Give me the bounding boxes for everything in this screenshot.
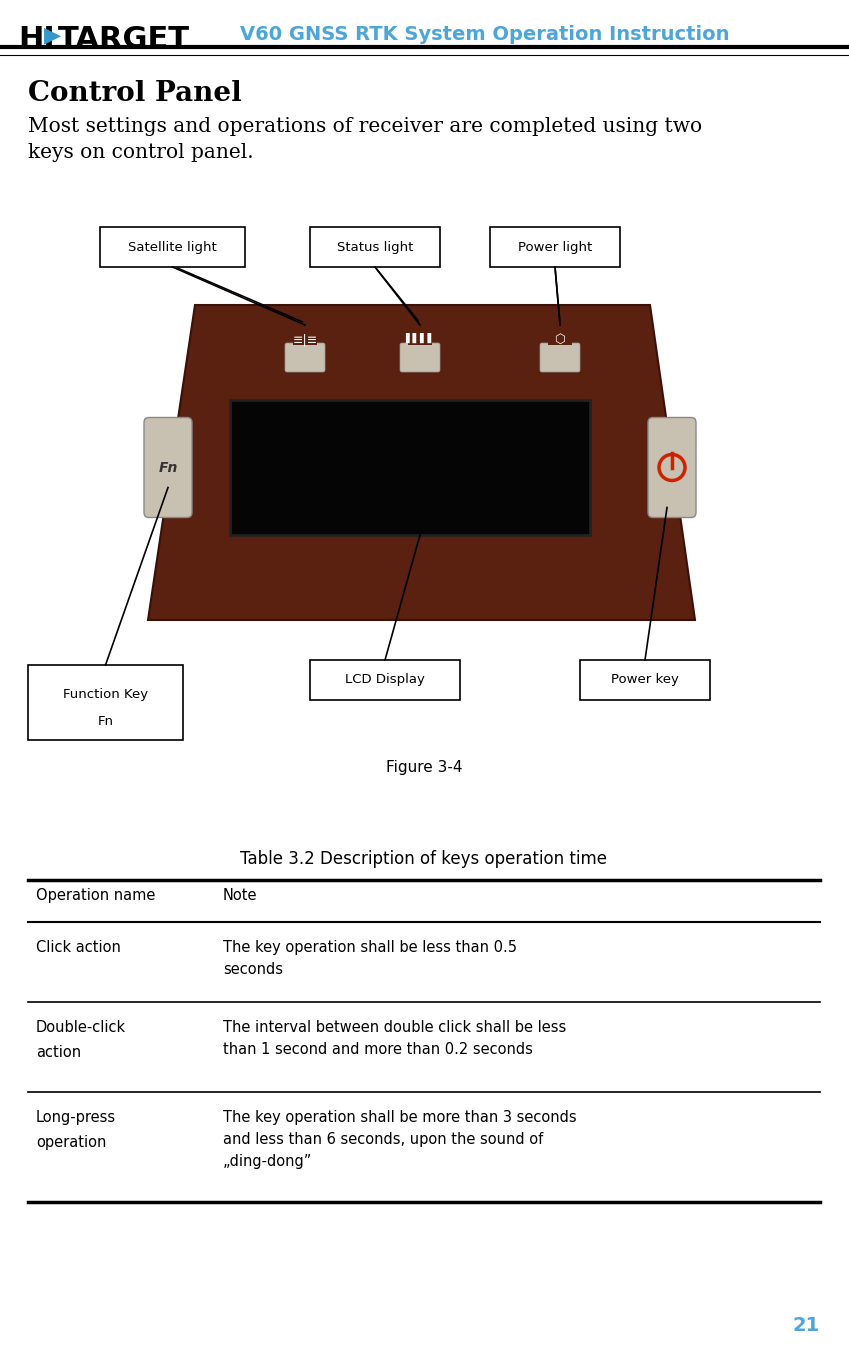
FancyBboxPatch shape <box>408 328 432 345</box>
Text: LCD Display: LCD Display <box>345 673 425 687</box>
Text: Power light: Power light <box>518 240 592 254</box>
FancyBboxPatch shape <box>230 400 590 535</box>
FancyBboxPatch shape <box>548 328 572 345</box>
FancyBboxPatch shape <box>310 661 460 700</box>
Polygon shape <box>148 304 695 620</box>
FancyBboxPatch shape <box>285 343 325 373</box>
Text: TARGET: TARGET <box>58 25 190 55</box>
Text: HI: HI <box>18 25 54 55</box>
FancyBboxPatch shape <box>144 418 192 517</box>
Text: Click action: Click action <box>36 940 121 955</box>
Text: Table 3.2 Description of keys operation time: Table 3.2 Description of keys operation … <box>240 850 608 868</box>
Text: Note: Note <box>223 889 257 904</box>
FancyBboxPatch shape <box>648 418 696 517</box>
Text: 21: 21 <box>793 1316 820 1335</box>
Text: Power key: Power key <box>611 673 679 687</box>
Text: Control Panel: Control Panel <box>28 81 242 106</box>
Text: Double-click
action: Double-click action <box>36 1020 127 1059</box>
FancyBboxPatch shape <box>490 227 620 268</box>
Text: Figure 3-4: Figure 3-4 <box>385 760 462 775</box>
Text: Fn: Fn <box>98 715 114 728</box>
Text: Long-press
operation: Long-press operation <box>36 1110 116 1149</box>
Text: The key operation shall be more than 3 seconds
and less than 6 seconds, upon the: The key operation shall be more than 3 s… <box>223 1110 576 1170</box>
Text: The key operation shall be less than 0.5
seconds: The key operation shall be less than 0.5… <box>223 940 517 977</box>
Text: The interval between double click shall be less
than 1 second and more than 0.2 : The interval between double click shall … <box>223 1020 566 1058</box>
Text: Most settings and operations of receiver are completed using two
keys on control: Most settings and operations of receiver… <box>28 117 702 162</box>
FancyBboxPatch shape <box>400 343 440 373</box>
Text: Satellite light: Satellite light <box>128 240 216 254</box>
Text: ≡|≡: ≡|≡ <box>292 333 318 345</box>
Text: ▶: ▶ <box>44 25 61 45</box>
Text: Fn: Fn <box>158 460 177 475</box>
Text: Status light: Status light <box>337 240 413 254</box>
FancyBboxPatch shape <box>293 328 317 345</box>
Text: V60 GNSS RTK System Operation Instruction: V60 GNSS RTK System Operation Instructio… <box>240 25 729 44</box>
Text: ▌▌▌▌: ▌▌▌▌ <box>405 333 435 343</box>
FancyBboxPatch shape <box>100 227 245 268</box>
FancyBboxPatch shape <box>540 343 580 373</box>
Text: ⬡: ⬡ <box>554 333 565 345</box>
FancyBboxPatch shape <box>310 227 440 268</box>
FancyBboxPatch shape <box>580 661 710 700</box>
FancyBboxPatch shape <box>28 665 183 740</box>
Text: Function Key: Function Key <box>63 688 148 702</box>
Text: Operation name: Operation name <box>36 889 155 904</box>
